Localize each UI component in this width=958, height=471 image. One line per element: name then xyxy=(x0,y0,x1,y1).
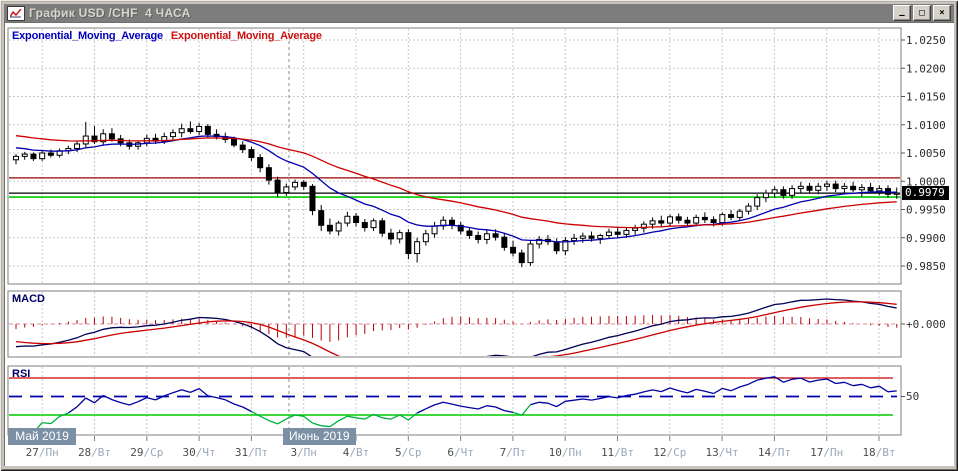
date-label: 17/Пн xyxy=(810,446,843,459)
indicator-line xyxy=(15,301,897,356)
date-label: 13/Чт xyxy=(706,446,739,459)
rsi-mid-label: 50 xyxy=(906,390,920,403)
main-chart-panel[interactable] xyxy=(7,27,902,285)
date-label: 11/Вт xyxy=(601,446,634,459)
price-label: 1.0150 xyxy=(906,91,946,104)
price-label: 1.0000 xyxy=(906,175,946,188)
maximize-button[interactable]: □ xyxy=(913,5,931,21)
window-title: График USD /CHF 4 ЧАСА xyxy=(29,6,191,20)
date-label: 5/Ср xyxy=(395,446,422,459)
date-label: 7/Пт xyxy=(500,446,527,459)
date-label: 31/Пт xyxy=(235,446,268,459)
ema-legend-red: Exponential_Moving_Average xyxy=(170,30,322,42)
time-axis[interactable]: 27/Пн 28/Вт 29/Ср 30/Чт 31/Пт 3/Пн 4/Вт 5/Ср 6/Ч… xyxy=(26,436,896,459)
price-label: 1.0250 xyxy=(906,34,946,47)
date-label: 30/Чт xyxy=(183,446,216,459)
price-label: 1.0050 xyxy=(906,147,946,160)
macd-zero-label: +0.000 xyxy=(906,318,946,331)
price-axis[interactable]: 1.02501.02001.01501.01001.00501.00000.99… xyxy=(901,34,946,273)
price-label: 0.9900 xyxy=(906,232,946,245)
close-button[interactable]: × xyxy=(933,5,951,21)
price-label: 1.0100 xyxy=(906,119,946,132)
title-bar[interactable]: График USD /CHF 4 ЧАСА — □ × xyxy=(4,4,954,22)
indicator-line xyxy=(15,135,897,229)
minimize-button[interactable]: — xyxy=(893,5,911,21)
price-label: 1.0200 xyxy=(906,62,946,75)
ema-legend-blue: Exponential_Moving_Average xyxy=(12,30,163,42)
date-label: 4/Вт xyxy=(343,446,370,459)
indicator-legend: Exponential_Moving_Average Exponential_Mo… xyxy=(12,30,330,42)
date-label: 3/Пн xyxy=(290,446,317,459)
chart-app-icon xyxy=(7,5,25,21)
price-label: 0.9850 xyxy=(906,260,946,273)
date-label: 29/Ср xyxy=(130,446,163,459)
date-label: 27/Пн xyxy=(26,446,59,459)
date-label: 6/Чт xyxy=(447,446,474,459)
date-label: 28/Вт xyxy=(78,446,111,459)
date-label: 14/Пт xyxy=(758,446,791,459)
rsi-line xyxy=(67,376,897,414)
date-label: 10/Пн xyxy=(549,446,582,459)
current-price-badge: 0.9979 xyxy=(902,186,949,200)
date-label: 18/Вт xyxy=(862,446,895,459)
rsi-line-oversold xyxy=(19,404,531,434)
macd-panel-label: MACD xyxy=(12,293,45,305)
indicator-line xyxy=(15,298,897,356)
month-label-may: Май 2019 xyxy=(8,428,76,445)
indicator-line xyxy=(15,135,897,243)
date-label: 12/Ср xyxy=(653,446,686,459)
price-label: 0.9950 xyxy=(906,204,946,217)
rsi-panel-label: RSI xyxy=(12,368,31,380)
month-label-june: Июнь 2019 xyxy=(283,428,356,445)
